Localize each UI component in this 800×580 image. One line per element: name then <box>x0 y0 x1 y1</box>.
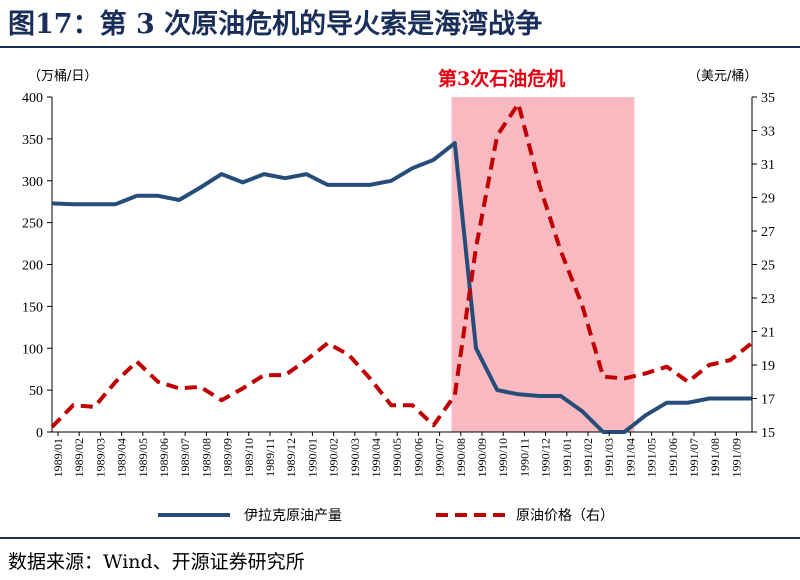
oil-price-line <box>50 101 753 429</box>
x-axis-tick-label: 1990/05 <box>390 438 404 477</box>
x-axis-tick-label: 1989/07 <box>178 438 192 477</box>
x-axis-tick-label: 1990/02 <box>327 438 341 477</box>
x-axis-tick-label: 1990/11 <box>517 438 531 477</box>
left-axis-tick-label: 50 <box>29 384 43 399</box>
ticks-layer: 0 50 100 150 200 250 300 350 400 15 17 19 21 23 25 27 29… <box>22 91 775 477</box>
x-axis-tick-label: 1989/01 <box>51 438 65 477</box>
figure-title: 图17：第 3 次原油危机的导火索是海湾战争 <box>8 8 542 40</box>
right-axis-tick-label: 15 <box>761 426 775 441</box>
x-axis-tick-label: 1991/05 <box>645 438 659 477</box>
x-axis-tick-label: 1991/01 <box>560 438 574 477</box>
x-axis-tick-label: 1989/10 <box>242 438 256 477</box>
right-axis-tick-label: 31 <box>761 158 775 173</box>
x-axis-tick-label: 1989/06 <box>157 438 171 477</box>
x-axis-tick-label: 1990/04 <box>369 438 383 477</box>
x-axis-tick-label: 1990/07 <box>433 438 447 477</box>
x-axis-tick-label: 1991/03 <box>602 438 616 477</box>
right-axis-tick-label: 17 <box>761 393 775 408</box>
x-axis-tick-label: 1989/12 <box>284 438 298 477</box>
right-axis-tick-label: 35 <box>761 91 775 106</box>
x-axis-tick-label: 1989/02 <box>72 438 86 477</box>
left-axis-tick-label: 0 <box>36 426 43 441</box>
left-axis-tick-label: 250 <box>22 217 43 232</box>
right-axis-tick-label: 33 <box>761 125 775 140</box>
x-axis-tick-label: 1991/09 <box>729 438 743 477</box>
x-axis-tick-label: 1989/11 <box>263 438 277 477</box>
legend: 伊拉克原油产量 原油价格（右） <box>158 508 614 524</box>
x-axis-tick-label: 1991/02 <box>581 438 595 477</box>
legend-label-oil-price: 原油价格（右） <box>516 508 614 524</box>
x-axis-tick-label: 1989/04 <box>115 438 129 477</box>
left-axis-tick-label: 200 <box>22 259 43 274</box>
right-axis-tick-label: 23 <box>761 292 775 307</box>
crisis-annotation: 第3次石油危机 <box>438 67 565 90</box>
x-axis-tick-label: 1989/03 <box>93 438 107 477</box>
left-axis-tick-label: 350 <box>22 133 43 148</box>
crisis-shaded-region <box>451 97 635 432</box>
right-axis-tick-label: 21 <box>761 326 775 341</box>
right-axis-tick-label: 25 <box>761 259 775 274</box>
left-axis-tick-label: 400 <box>22 91 43 106</box>
left-axis-unit: （万桶/日） <box>28 69 97 84</box>
x-axis-tick-label: 1990/08 <box>454 438 468 477</box>
x-axis-tick-label: 1989/09 <box>221 438 235 477</box>
right-axis-tick-label: 29 <box>761 192 775 207</box>
x-axis-tick-label: 1990/10 <box>496 438 510 477</box>
x-axis-tick-label: 1990/06 <box>411 438 425 477</box>
series-layer <box>50 101 753 434</box>
right-axis-tick-label: 27 <box>761 225 775 240</box>
legend-label-iraq-production: 伊拉克原油产量 <box>244 508 342 524</box>
left-axis-tick-label: 300 <box>22 175 43 190</box>
x-axis-tick-label: 1989/08 <box>199 438 213 477</box>
x-axis-tick-label: 1990/03 <box>348 438 362 477</box>
x-axis-tick-label: 1989/05 <box>136 438 150 477</box>
left-axis-tick-label: 100 <box>22 342 43 357</box>
x-axis-tick-label: 1990/09 <box>475 438 489 477</box>
left-axis-tick-label: 150 <box>22 300 43 315</box>
x-axis-tick-label: 1991/08 <box>708 438 722 477</box>
x-axis-tick-label: 1990/01 <box>305 438 319 477</box>
source-note: 数据来源：Wind、开源证券研究所 <box>8 551 305 573</box>
right-axis-unit: （美元/桶） <box>688 69 757 84</box>
x-axis-tick-label: 1991/04 <box>623 438 637 477</box>
x-axis-tick-label: 1991/07 <box>687 438 701 477</box>
x-axis-tick-label: 1991/06 <box>666 438 680 477</box>
x-axis-tick-label: 1990/12 <box>539 438 553 477</box>
right-axis-tick-label: 19 <box>761 359 775 374</box>
iraq-production-line <box>51 141 752 434</box>
